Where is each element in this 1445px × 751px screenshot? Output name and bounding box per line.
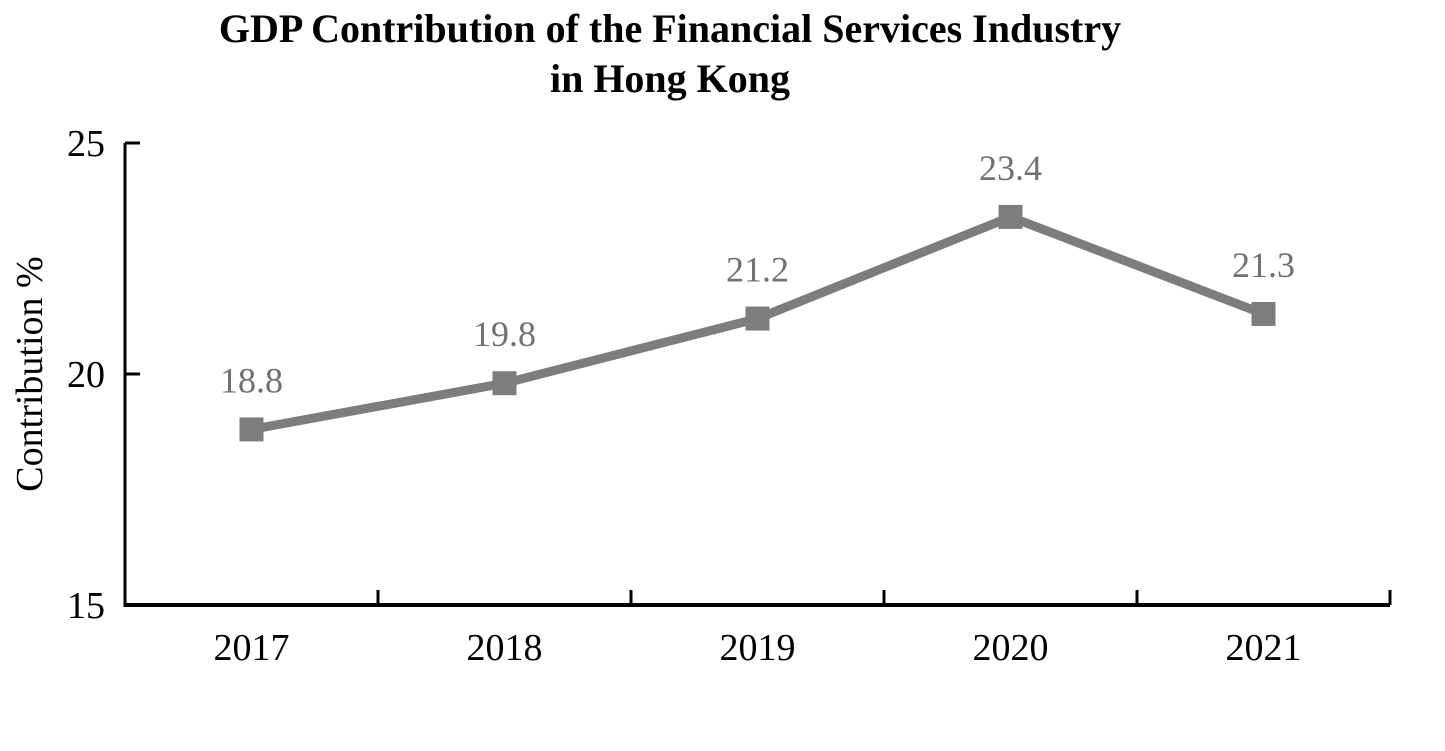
x-tick-label-2018: 2018 bbox=[467, 627, 543, 669]
y-tick-label-15: 15 bbox=[67, 585, 105, 627]
data-point-marker-2021 bbox=[1251, 301, 1276, 326]
chart-title-line1: GDP Contribution of the Financial Servic… bbox=[218, 6, 1122, 51]
data-label-2020: 23.4 bbox=[979, 148, 1042, 188]
x-tick-label-2021: 2021 bbox=[1226, 627, 1302, 669]
x-tick-label-2020: 2020 bbox=[973, 627, 1049, 669]
x-tick-label-2019: 2019 bbox=[720, 627, 796, 669]
data-point-marker-2019 bbox=[745, 306, 770, 331]
data-label-2018: 19.8 bbox=[473, 314, 536, 354]
x-tick-label-2017: 2017 bbox=[214, 627, 290, 669]
data-label-2017: 18.8 bbox=[220, 360, 283, 400]
data-point-marker-2020 bbox=[998, 204, 1023, 229]
data-label-2021: 21.3 bbox=[1232, 245, 1295, 285]
data-label-2019: 21.2 bbox=[726, 250, 789, 290]
chart-title: GDP Contribution of the Financial Servic… bbox=[0, 4, 1340, 104]
data-point-marker-2018 bbox=[492, 371, 517, 396]
y-tick-label-20: 20 bbox=[67, 354, 105, 396]
data-point-marker-2017 bbox=[239, 417, 264, 442]
y-tick-label-25: 25 bbox=[67, 123, 105, 165]
chart-title-line2: in Hong Kong bbox=[549, 56, 791, 101]
